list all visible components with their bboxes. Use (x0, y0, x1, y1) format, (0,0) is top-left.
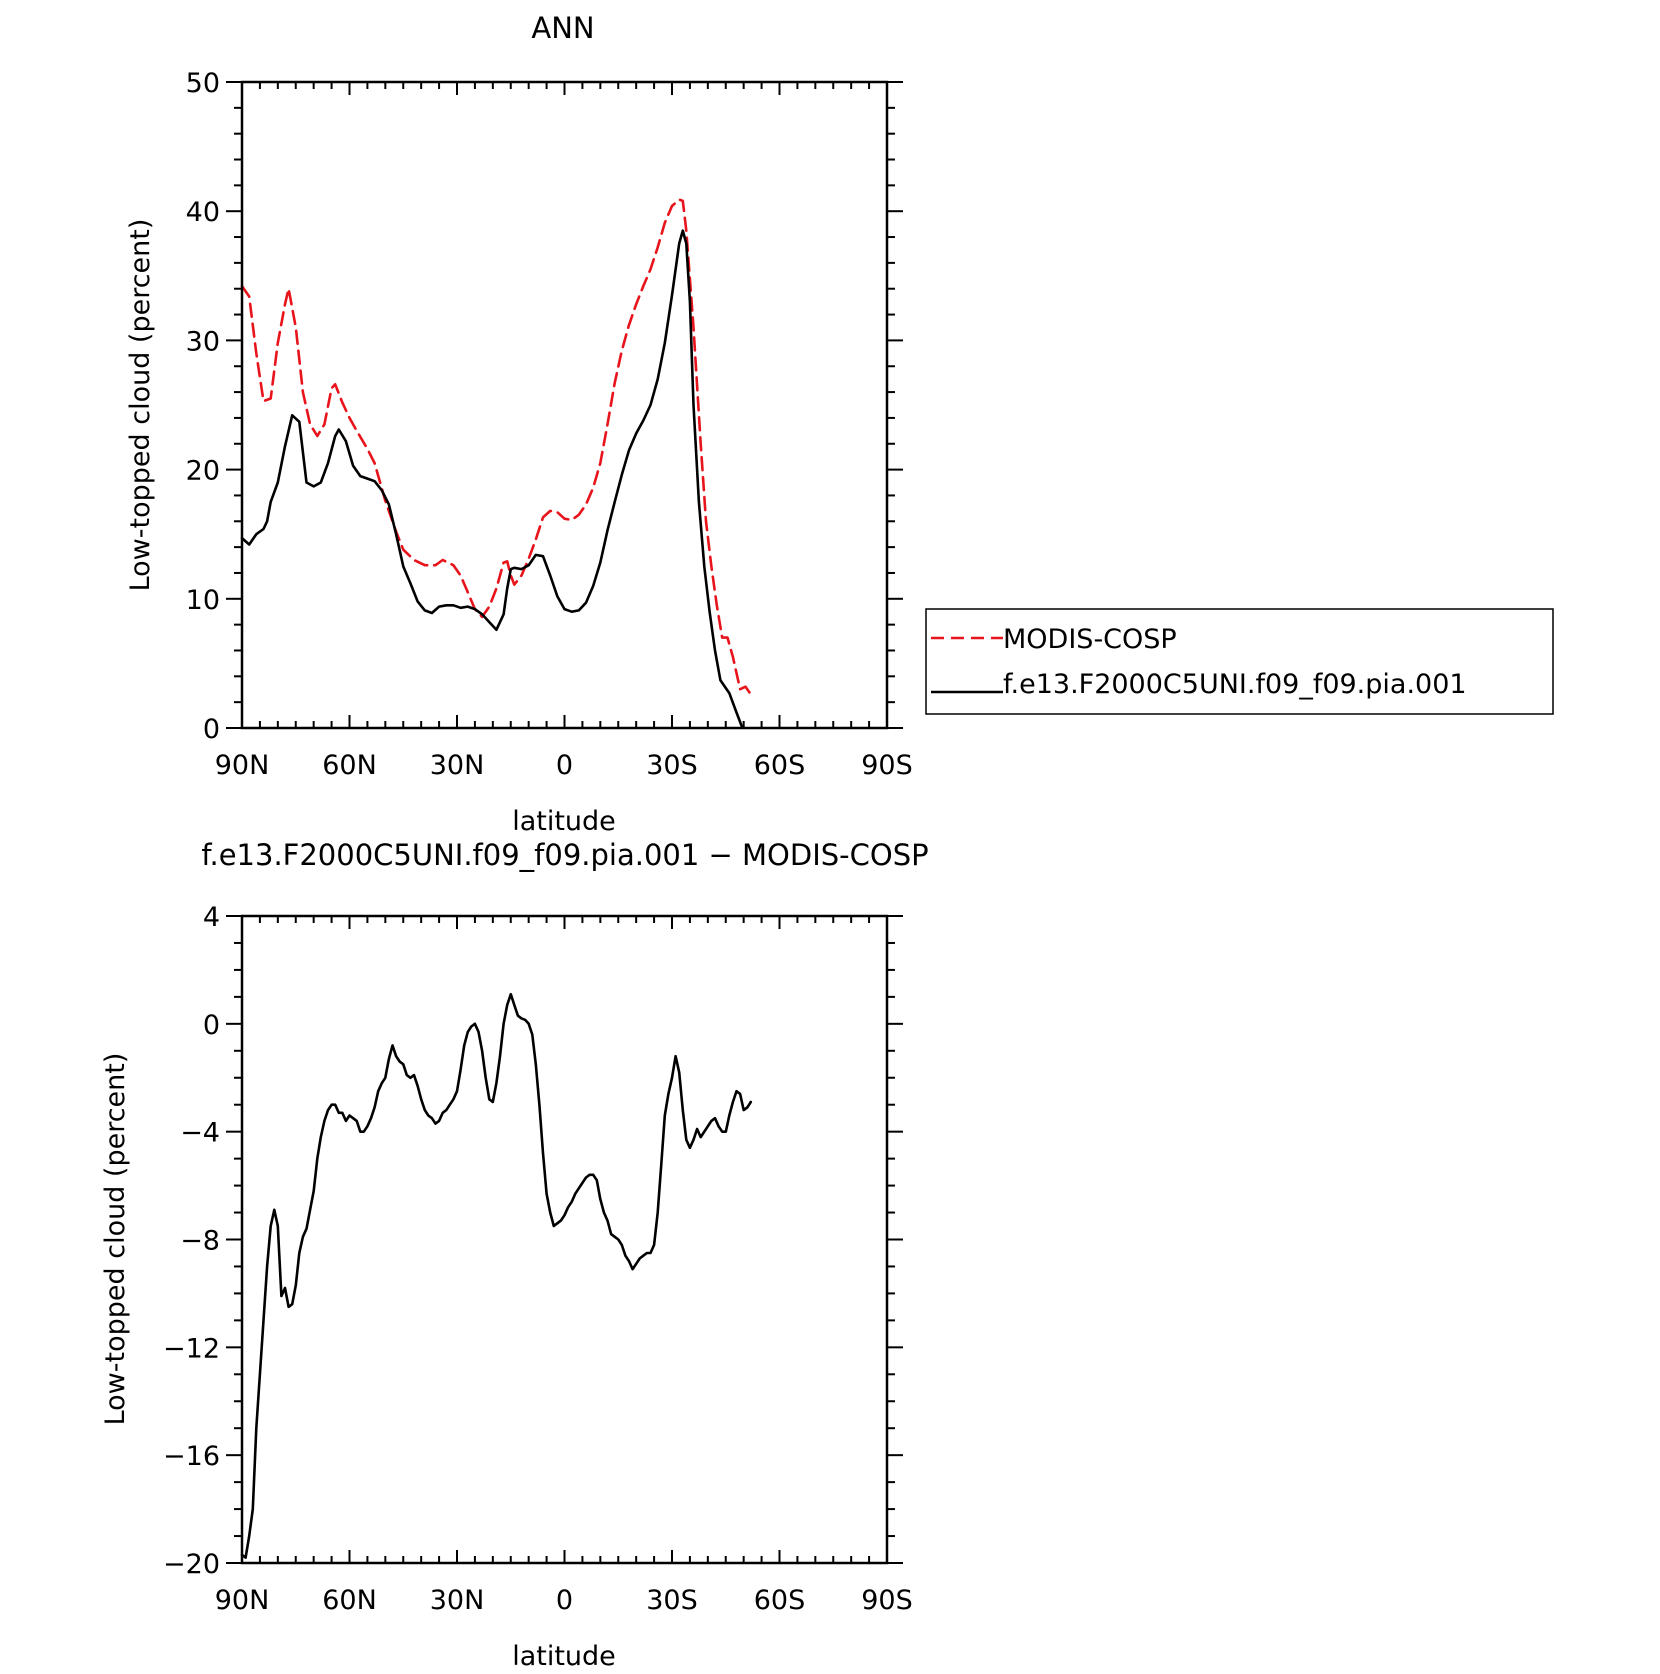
bottom-tick-layer (226, 915, 903, 1564)
bottom-y-tick-label: −4 (180, 1118, 220, 1149)
top-y-tick-label: 0 (203, 714, 220, 745)
bottom-x-tick-label: 0 (556, 1585, 573, 1616)
top-x-tick-label: 30S (646, 750, 698, 781)
top-y-tick-label: 50 (186, 68, 220, 99)
bottom-y-tick-label: −12 (163, 1333, 220, 1364)
legend-box (925, 608, 1554, 715)
bottom-x-tick-label: 60N (322, 1585, 377, 1616)
top-chart-panel: ANN 0 10 20 30 40 50 90N 60N 30N 0 30S 60S 90S latit… (125, 11, 913, 837)
legend: MODIS-COSP f.e13.F2000C5UNI.f09_f09.pia.… (925, 608, 1554, 715)
bottom-y-tick-label: −8 (180, 1226, 220, 1257)
bottom-series-line-1 (240, 992, 753, 1559)
top-y-tick-label: 20 (186, 456, 220, 487)
top-x-axis-label: latitude (512, 806, 616, 837)
bottom-x-tick-label: 30S (646, 1585, 698, 1616)
top-x-tick-label: 30N (430, 750, 485, 781)
top-tick-labels: 0 10 20 30 40 50 90N 60N 30N 0 30S 60S 90S (186, 68, 913, 781)
top-plot-frame (240, 80, 889, 730)
bottom-y-axis-label: Low-topped cloud (percent) (100, 1053, 131, 1426)
top-x-tick-label: 60S (754, 750, 806, 781)
bottom-chart-panel: f.e13.F2000C5UNI.f09_f09.pia.001 − MODIS… (100, 838, 929, 1672)
top-series-line-f-e13-f2000c5uni-f09-f09-pia-001 (240, 229, 744, 728)
bottom-series-layer (240, 992, 753, 1559)
top-y-tick-label: 30 (186, 326, 220, 357)
top-x-tick-label: 90N (215, 750, 270, 781)
bottom-x-tick-label: 90S (861, 1585, 913, 1616)
bottom-plot-frame (240, 914, 889, 1565)
bottom-x-tick-label: 90N (215, 1585, 270, 1616)
top-chart-title: ANN (531, 11, 594, 45)
top-x-tick-label: 90S (861, 750, 913, 781)
bottom-y-tick-label: −20 (163, 1549, 220, 1580)
bottom-y-tick-label: −16 (163, 1441, 220, 1472)
bottom-tick-labels: −20 −16 −12 −8 −4 0 4 90N 60N 30N 0 30S 60S 90S (163, 902, 913, 1616)
legend-label-model: f.e13.F2000C5UNI.f09_f09.pia.001 (1003, 669, 1467, 700)
top-x-tick-label: 0 (556, 750, 573, 781)
bottom-y-tick-label: 0 (203, 1010, 220, 1041)
top-y-axis-label: Low-topped cloud (percent) (125, 219, 156, 592)
top-series-layer (240, 198, 753, 728)
bottom-y-tick-label: 4 (203, 902, 220, 933)
bottom-x-axis-label: latitude (512, 1641, 616, 1672)
bottom-chart-title: f.e13.F2000C5UNI.f09_f09.pia.001 − MODIS… (201, 838, 928, 872)
bottom-x-tick-label: 60S (754, 1585, 806, 1616)
top-x-tick-label: 60N (322, 750, 377, 781)
bottom-x-tick-label: 30N (430, 1585, 485, 1616)
top-y-tick-label: 10 (186, 585, 220, 616)
top-y-tick-label: 40 (186, 197, 220, 228)
legend-label-modis-cosp: MODIS-COSP (1003, 624, 1177, 655)
